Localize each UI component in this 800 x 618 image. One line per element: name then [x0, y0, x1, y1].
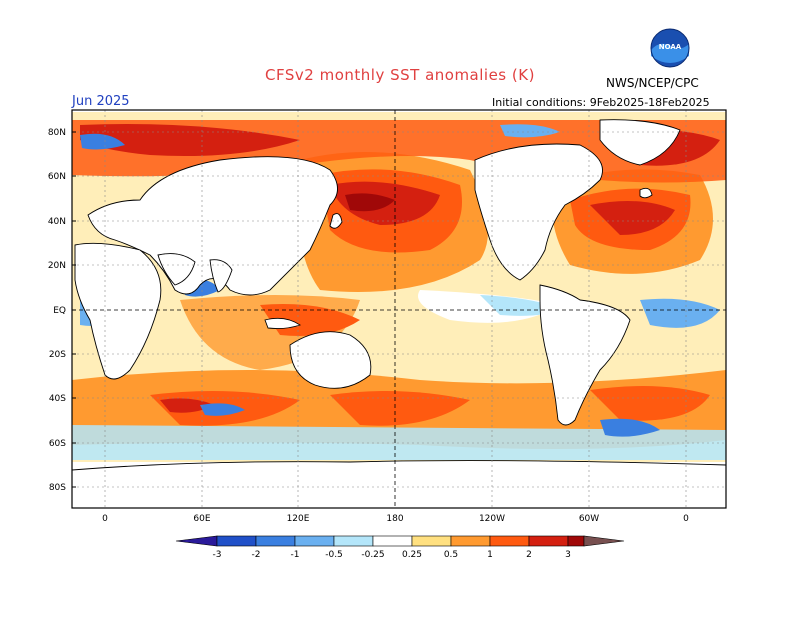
- lat-ticks: [72, 131, 76, 488]
- lon-label: 120W: [479, 514, 505, 524]
- lon-label: 0: [102, 514, 108, 524]
- colorbar-segment: [528, 535, 569, 547]
- sst-anomaly-field: [72, 112, 726, 462]
- lon-label: 0: [683, 514, 689, 524]
- lon-label: 60W: [579, 514, 599, 524]
- colorbar-label: 0.25: [402, 550, 422, 560]
- colorbar-label: 1: [487, 550, 493, 560]
- lon-labels: 0 60E 120E 180 120W 60W 0: [102, 514, 689, 524]
- lon-label: 180: [386, 514, 403, 524]
- lat-label: 40S: [49, 394, 66, 404]
- lat-label: EQ: [53, 306, 66, 316]
- colorbar-segment: [294, 535, 335, 547]
- colorbar-label: -3: [213, 550, 222, 560]
- colorbar-segment: [583, 535, 625, 547]
- colorbar-label: 3: [565, 550, 571, 560]
- agency-label: NWS/NCEP/CPC: [606, 76, 699, 90]
- lat-labels: 80N 60N 40N 20N EQ 20S 40S 60S 80S: [48, 128, 66, 493]
- lat-label: 60S: [49, 439, 66, 449]
- colorbar-segment: [216, 535, 257, 547]
- map-frame: [71, 109, 727, 509]
- equator-dateline: [72, 110, 726, 508]
- graticule: [72, 110, 726, 508]
- noaa-logo-text: NOAA: [659, 43, 682, 51]
- colorbar-segment: [255, 535, 296, 547]
- noaa-logo: NOAA: [650, 28, 690, 68]
- colorbar-labels: -3 -2 -1 -0.5 -0.25 0.25 0.5 1 2 3: [213, 550, 571, 560]
- colorbar-segment: [175, 535, 218, 547]
- lon-label: 60E: [193, 514, 210, 524]
- colorbar-label: -0.5: [325, 550, 343, 560]
- lat-label: 20S: [49, 350, 66, 360]
- colorbar-label: -0.25: [361, 550, 384, 560]
- colorbar-segment: [411, 535, 452, 547]
- lat-label: 20N: [48, 261, 66, 271]
- colorbar-segment: [489, 535, 530, 547]
- colorbar: [175, 535, 625, 547]
- land-masses: [72, 119, 726, 508]
- initial-conditions-label: Initial conditions: 9Feb2025-18Feb2025: [492, 96, 710, 109]
- valid-month-label: Jun 2025: [72, 94, 130, 109]
- colorbar-segment: [450, 535, 491, 547]
- colorbar-segment: [372, 535, 413, 547]
- colorbar-label: -2: [252, 550, 261, 560]
- map-title: CFSv2 monthly SST anomalies (K): [265, 66, 535, 84]
- lat-label: 80S: [49, 483, 66, 493]
- colorbar-label: 0.5: [444, 550, 458, 560]
- colorbar-segment: [333, 535, 374, 547]
- colorbar-label: -1: [291, 550, 300, 560]
- lat-label: 40N: [48, 217, 66, 227]
- lat-label: 60N: [48, 172, 66, 182]
- colorbar-segment: [567, 535, 585, 547]
- lon-label: 120E: [287, 514, 310, 524]
- lat-label: 80N: [48, 128, 66, 138]
- colorbar-label: 2: [526, 550, 532, 560]
